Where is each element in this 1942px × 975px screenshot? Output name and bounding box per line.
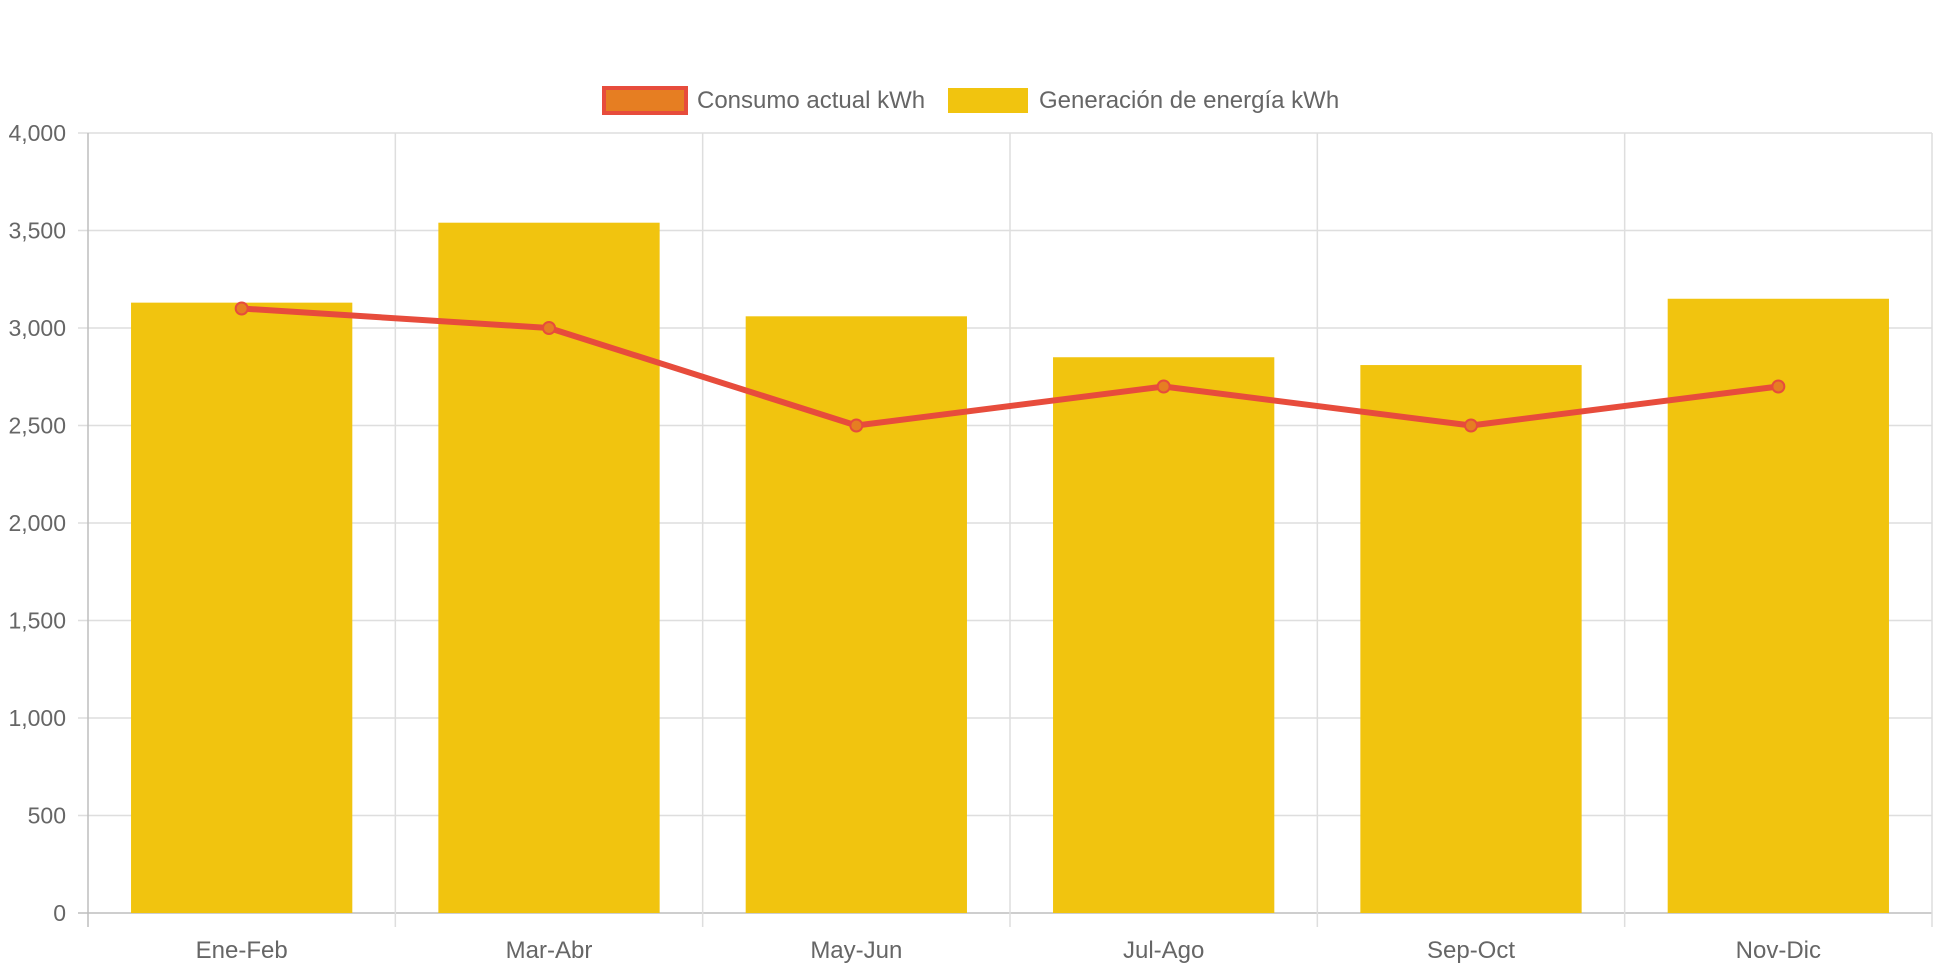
grid-layer	[78, 132, 1933, 927]
x-tick-label: Mar-Abr	[506, 937, 593, 964]
y-tick-label: 2,500	[8, 413, 66, 439]
bar	[745, 316, 967, 913]
legend-swatch-generacion	[948, 88, 1028, 113]
consumo-line	[238, 305, 1782, 429]
legend-swatch-consumo	[602, 86, 688, 115]
legend-item-generacion[interactable]: Generación de energía kWh	[948, 87, 1339, 114]
y-tick-label: 1,000	[8, 705, 66, 731]
legend-label-generacion: Generación de energía kWh	[1039, 87, 1339, 114]
bars-layer	[131, 222, 1889, 913]
bar	[131, 302, 353, 913]
line-point	[234, 301, 249, 316]
line-point	[1464, 418, 1478, 433]
legend: Consumo actual kWh Generación de energía…	[602, 86, 1339, 115]
y-tick-label: 3,000	[8, 315, 66, 341]
line-layer	[234, 301, 1786, 433]
y-tick-label: 500	[28, 803, 66, 829]
y-tick-label: 4,000	[8, 120, 66, 146]
bar	[1053, 357, 1275, 913]
legend-item-consumo[interactable]: Consumo actual kWh	[602, 86, 925, 115]
y-tick-label: 1,500	[8, 608, 66, 634]
legend-label-consumo: Consumo actual kWh	[697, 87, 925, 114]
line-point	[849, 418, 864, 433]
axis-layer: 0 500 1,000 1,500 2,000 2,500 3,000 3,500 4,000 E…	[8, 120, 1821, 964]
bar	[1667, 298, 1889, 913]
line-point	[1156, 379, 1171, 394]
y-tick-label: 3,500	[8, 218, 66, 244]
x-tick-label: Nov-Dic	[1736, 937, 1821, 964]
x-tick-label: May-Jun	[810, 937, 902, 964]
y-tick-label: 0	[53, 900, 66, 926]
x-tick-label: Sep-Oct	[1427, 937, 1515, 964]
x-tick-label: Ene-Feb	[196, 937, 288, 964]
line-point	[1771, 379, 1786, 394]
bar	[1360, 365, 1582, 913]
line-point	[542, 321, 556, 335]
bar	[438, 222, 660, 913]
y-tick-label: 2,000	[8, 510, 66, 536]
x-tick-label: Jul-Ago	[1123, 937, 1204, 964]
